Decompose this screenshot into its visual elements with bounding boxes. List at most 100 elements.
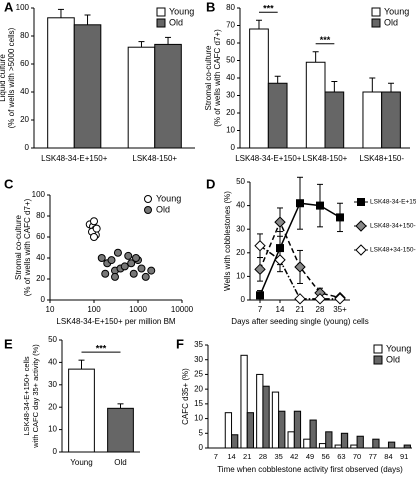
legend-label: LSK48-34-E+150+ [370, 199, 416, 206]
y-tick-label: 20 [20, 115, 29, 124]
bar [240, 354, 248, 449]
legend-label: Young [386, 343, 411, 353]
x-axis-label: LSK48-34-E+150+ per million BM [56, 317, 176, 326]
x-tick-label: 28 [316, 305, 325, 314]
bar [325, 431, 333, 449]
x-tick-label: LSK48-150+ [132, 154, 177, 163]
point [90, 217, 98, 226]
y-axis-label: LSK48-34-E+150+ cells [22, 356, 31, 435]
y-tick-label: 60 [20, 59, 29, 68]
legend-marker [144, 195, 152, 203]
bar [107, 407, 134, 453]
x-tick-label: 35 [274, 452, 282, 461]
bar [334, 444, 342, 449]
legend-swatch [371, 7, 381, 17]
y-tick-label: 80 [20, 31, 29, 40]
x-tick-label: 91 [400, 452, 408, 461]
y-axis-label: (% of wells with CAFC d7+) [23, 198, 32, 296]
bar [356, 435, 364, 449]
marker [294, 293, 306, 305]
panel-label: A [4, 0, 14, 14]
y-axis-label: (% of wells with CAFC d7+) [213, 29, 222, 127]
y-tick-label: 35 [194, 340, 203, 349]
y-tick-label: 40 [36, 253, 45, 262]
annotation: *** [263, 4, 274, 14]
bar [287, 431, 295, 449]
bar [271, 391, 280, 449]
y-tick-label: 0 [25, 143, 30, 152]
y-tick-label: 10 [194, 414, 203, 423]
marker [296, 199, 304, 208]
point [92, 224, 101, 233]
panel-label: B [206, 0, 215, 14]
legend-label: Old [386, 354, 400, 364]
x-tick-label: 56 [322, 452, 330, 461]
y-axis-label: (% of wells with >5000 cells) [7, 27, 16, 128]
point [141, 272, 150, 281]
bar [362, 91, 383, 149]
y-axis-label: CAFC d35+ (%) [181, 368, 190, 425]
y-axis-label: Stromal co-culture [14, 215, 23, 280]
y-axis-label: Stromal co-culture [204, 45, 213, 110]
x-tick-label: 21 [243, 452, 251, 461]
legend-label: Old [156, 204, 170, 214]
x-tick-label: 49 [306, 452, 314, 461]
legend-marker [144, 206, 152, 214]
bar [73, 24, 102, 149]
marker [294, 261, 306, 273]
y-tick-label: 0 [53, 447, 58, 456]
y-tick-label: 10 [226, 126, 235, 135]
x-tick-label: LSK48+150- [359, 154, 404, 163]
x-tick-label: Young [70, 458, 92, 467]
x-tick-label: Old [114, 458, 126, 467]
y-tick-label: 10 [48, 425, 57, 434]
y-tick-label: 50 [226, 56, 235, 65]
bar [154, 43, 182, 149]
legend-label: Young [384, 6, 409, 16]
point [137, 264, 146, 273]
point [97, 254, 106, 262]
point [127, 259, 136, 268]
legend-label: Old [169, 17, 183, 27]
legend-label: LSK48-34+150- [370, 223, 416, 230]
y-tick-label: 30 [236, 224, 245, 233]
legend-swatch [156, 7, 166, 17]
y-axis-label: with CAFC day 35+ activity (%) [31, 344, 40, 449]
y-tick-label: 80 [226, 3, 235, 12]
x-tick-label: LSK48-34-E+150+ [41, 154, 108, 163]
x-tick-label: 10000 [171, 305, 194, 314]
bar [249, 28, 269, 149]
bar [350, 444, 358, 449]
x-tick-label: 14 [276, 305, 285, 314]
y-tick-label: 80 [36, 211, 45, 220]
marker [316, 201, 324, 210]
marker [256, 291, 264, 300]
bar [47, 17, 75, 149]
y-tick-label: 40 [20, 87, 29, 96]
y-tick-label: 0 [41, 295, 46, 304]
point [110, 272, 119, 281]
marker [336, 213, 344, 222]
bar [267, 82, 288, 149]
bar [278, 410, 286, 449]
point [107, 256, 116, 265]
marker [355, 244, 367, 256]
y-axis-label: Wells with cobblestones (%) [223, 191, 232, 291]
legend-swatch [371, 18, 381, 28]
y-tick-label: 70 [226, 21, 235, 30]
x-tick-label: 84 [384, 452, 392, 461]
marker [357, 198, 365, 206]
y-tick-label: 0 [231, 143, 236, 152]
y-tick-label: 30 [194, 355, 203, 364]
annotation: *** [96, 344, 107, 354]
panel-label: D [206, 176, 215, 191]
marker [276, 244, 284, 253]
panel-label: F [176, 336, 184, 351]
bar [68, 368, 95, 453]
marker [274, 254, 286, 266]
annotation: *** [320, 35, 331, 45]
y-tick-label: 100 [16, 3, 30, 12]
y-tick-label: 5 [199, 428, 204, 437]
bar [303, 438, 311, 449]
